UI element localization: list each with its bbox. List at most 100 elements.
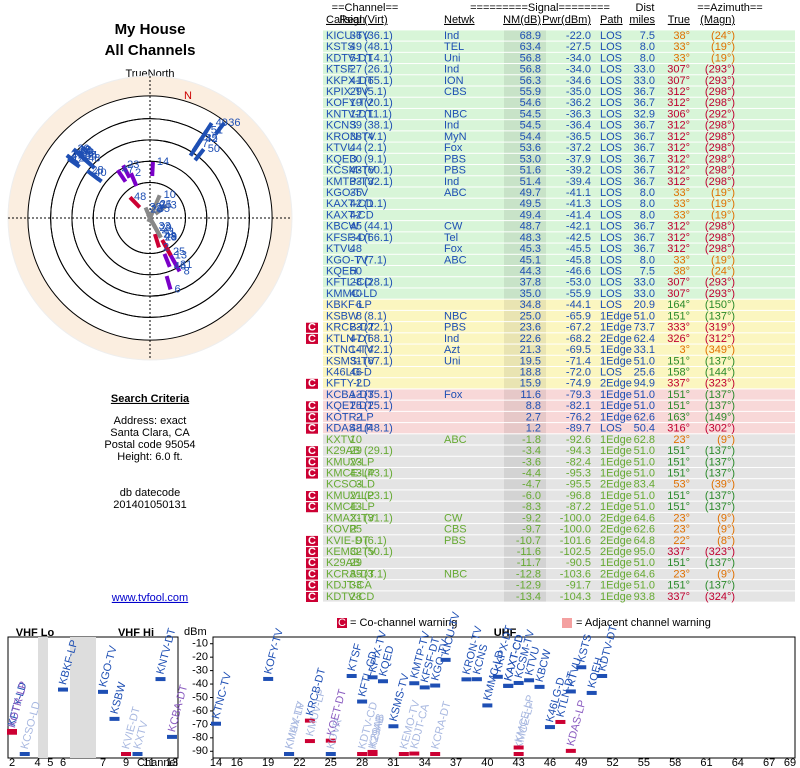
signal-bar xyxy=(524,678,535,683)
row-bg xyxy=(323,299,795,310)
cell: 36.7 xyxy=(634,153,655,165)
signal-bar xyxy=(167,734,177,739)
cell: 21.3 xyxy=(520,344,541,356)
cell: 33 xyxy=(350,580,362,592)
station-channel: 31 xyxy=(180,259,192,271)
cell: (68.1) xyxy=(364,333,393,345)
table-header: miles xyxy=(629,14,655,26)
station-line xyxy=(82,157,96,170)
criteria: Height: 6.0 ft. xyxy=(117,451,182,463)
cell: 18.8 xyxy=(520,367,541,379)
warning: C xyxy=(308,535,316,547)
cell: 33 xyxy=(350,176,362,188)
cell: (298°) xyxy=(705,165,735,177)
cell: 48 xyxy=(350,423,362,435)
table-header: (Virt) xyxy=(364,14,388,26)
signal-bar xyxy=(367,749,378,754)
signal-bar xyxy=(430,683,441,688)
cell: 1Edge xyxy=(600,434,632,446)
north: N xyxy=(184,90,192,102)
subtitle: All Channels xyxy=(105,42,196,59)
cell: 37.8 xyxy=(520,277,541,289)
station-channel: 9 xyxy=(159,200,165,212)
nm-shade xyxy=(504,490,546,501)
cell: 68.9 xyxy=(520,30,541,42)
signal-bar xyxy=(576,665,587,670)
cell: LOS xyxy=(600,299,622,311)
cell: 1Edge xyxy=(600,501,632,513)
cell: KCSO-LD xyxy=(326,479,375,491)
cell: (137°) xyxy=(705,501,735,513)
cell: LOS xyxy=(600,254,622,266)
row-bg xyxy=(323,52,795,64)
cell: 32.9 xyxy=(634,108,655,120)
cell: 33° xyxy=(673,209,690,221)
cell: 33.0 xyxy=(634,277,655,289)
station-channel: 47 xyxy=(122,164,134,176)
cell: 7.5 xyxy=(640,266,655,278)
nm-shade xyxy=(504,411,546,423)
link[interactable]: www.tvfool.com xyxy=(111,592,188,604)
cell: -41.3 xyxy=(566,198,591,210)
table-header: NM(dB) xyxy=(503,14,541,26)
cell: (23.1) xyxy=(364,490,393,502)
datecode: 201401050131 xyxy=(113,499,186,511)
cell: CW xyxy=(444,221,463,233)
cell: 63.4 xyxy=(520,41,541,53)
cell: LOS xyxy=(600,52,622,64)
cell: 23° xyxy=(673,524,690,536)
signal-bar xyxy=(597,673,608,678)
station-channel: 36 xyxy=(228,117,240,129)
nm-shade xyxy=(504,187,546,198)
cell: 163° xyxy=(667,411,690,423)
cell: -44.1 xyxy=(566,299,591,311)
cell: 1Edge xyxy=(600,456,632,468)
station-channel: 23 xyxy=(127,159,139,171)
cell: 36.7 xyxy=(634,131,655,143)
signal-bar xyxy=(388,724,399,729)
cell: (66.1) xyxy=(364,232,393,244)
row-bg xyxy=(323,30,795,41)
cell: 29 xyxy=(350,557,362,569)
signal-bar xyxy=(19,752,30,756)
signal-bar xyxy=(398,752,409,756)
cell: -100.0 xyxy=(560,512,591,524)
co-channel-warning xyxy=(306,412,318,423)
cell: 33° xyxy=(673,198,690,210)
signal-bar xyxy=(513,745,524,750)
cell: 55.9 xyxy=(520,86,541,98)
cell: 33.0 xyxy=(634,75,655,87)
cell: 1Edge xyxy=(600,490,632,502)
cell: KMCE-LP xyxy=(326,467,375,479)
cell: 22.6 xyxy=(520,333,541,345)
cell: 158° xyxy=(667,367,690,379)
cell: (323°) xyxy=(705,546,735,558)
station-channel: 44 xyxy=(80,145,92,157)
station-channel: 48 xyxy=(134,191,146,203)
cell: (11.1) xyxy=(364,108,392,120)
nm-shade xyxy=(504,467,546,479)
cell: KFSF-DT xyxy=(326,232,373,244)
criteria: Santa Clara, CA xyxy=(110,427,190,439)
x-tick-label: 49 xyxy=(575,757,587,768)
cell: (137°) xyxy=(705,467,735,479)
signal-bar xyxy=(565,748,576,753)
cell: 25 xyxy=(350,524,362,536)
cell: -1.8 xyxy=(522,434,541,446)
station-line xyxy=(128,195,142,209)
co-channel-warning xyxy=(306,491,318,502)
cell: 43 xyxy=(350,467,362,479)
cell: 93.8 xyxy=(634,591,655,603)
row-bg xyxy=(323,64,795,75)
cell: (7.1) xyxy=(364,254,387,266)
cell: -71.4 xyxy=(566,355,591,367)
cell: 51.0 xyxy=(634,580,655,592)
cell: (298°) xyxy=(705,97,735,109)
cell: -74.9 xyxy=(566,378,591,390)
co-channel-warning xyxy=(306,401,318,412)
cell: KMCE-LP xyxy=(326,501,375,513)
cell: (22.1) xyxy=(364,322,393,334)
row-bg xyxy=(323,277,795,288)
cell: 2Edge xyxy=(600,568,632,580)
cell: 1Edge xyxy=(600,355,632,367)
